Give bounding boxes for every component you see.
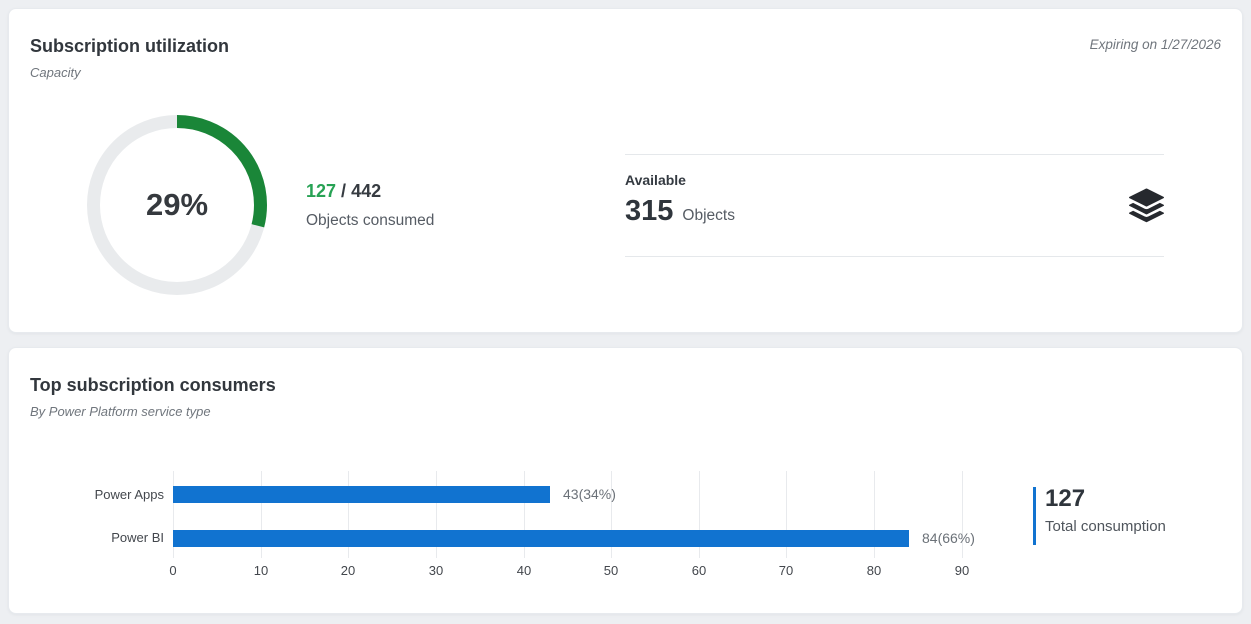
grid-line-x-20 — [348, 471, 349, 558]
x-tick-label: 50 — [603, 563, 619, 578]
utilization-donut-chart: 29% — [87, 115, 267, 295]
x-tick-label: 60 — [691, 563, 707, 578]
grid-line-x-50 — [611, 471, 612, 558]
grid-line-x-60 — [699, 471, 700, 558]
total-consumption-block: 127 Total consumption — [1033, 485, 1233, 547]
total-consumption-value: 127 — [1045, 485, 1086, 512]
consumed-separator: / — [336, 181, 352, 201]
x-tick-label: 90 — [954, 563, 970, 578]
x-tick-label: 30 — [428, 563, 444, 578]
grid-line-x-90 — [962, 471, 963, 558]
consumed-ratio: 127 / 442 — [306, 181, 434, 202]
grid-line-x-40 — [524, 471, 525, 558]
layers-icon — [1129, 188, 1164, 223]
x-tick-label: 70 — [778, 563, 794, 578]
grid-line-x-30 — [436, 471, 437, 558]
top-consumers-card: Top subscription consumers By Power Plat… — [8, 347, 1243, 614]
grid-line-x-10 — [261, 471, 262, 558]
consumed-total-value: 442 — [351, 181, 382, 201]
grid-line-x-0 — [173, 471, 174, 558]
grid-line-x-80 — [874, 471, 875, 558]
available-value-row: 315 Objects — [625, 195, 735, 228]
bar-power-bi — [173, 529, 909, 547]
consumed-summary: 127 / 442 Objects consumed — [306, 181, 434, 230]
bar-power-apps — [173, 486, 550, 504]
x-tick-label: 80 — [866, 563, 882, 578]
total-accent-bar — [1033, 487, 1036, 545]
grid-line-x-70 — [786, 471, 787, 558]
card-subtitle: Capacity — [30, 65, 81, 80]
card-subtitle: By Power Platform service type — [30, 404, 211, 419]
bar-category-label: Power Apps — [94, 486, 164, 502]
card-title: Subscription utilization — [30, 36, 229, 56]
bar-category-label: Power BI — [111, 530, 164, 546]
bar-chart-plot-area — [173, 471, 1023, 558]
available-value: 315 — [625, 195, 674, 227]
expiry-note: Expiring on 1/27/2026 — [1089, 37, 1221, 52]
bar-value-label: 84(66%) — [922, 529, 975, 546]
consumed-caption: Objects consumed — [306, 212, 435, 229]
x-tick-label: 20 — [340, 563, 356, 578]
total-consumption-caption: Total consumption — [1045, 518, 1166, 535]
donut-progress-arc — [87, 115, 267, 295]
subscription-utilization-card: Subscription utilization Capacity Expiri… — [8, 8, 1243, 333]
consumers-bar-chart: 0 10 20 30 40 50 60 70 80 90 Power Apps 43(34%) Powe… — [9, 348, 1244, 615]
available-heading: Available — [625, 172, 686, 188]
x-tick-label: 0 — [169, 563, 177, 578]
x-tick-label: 40 — [516, 563, 532, 578]
donut-percent-label: 29% — [145, 187, 209, 222]
available-section: Available 315 Objects — [625, 154, 1164, 257]
available-unit: Objects — [682, 207, 735, 224]
consumed-used-value: 127 — [306, 181, 337, 201]
x-tick-label: 10 — [253, 563, 269, 578]
card-title: Top subscription consumers — [30, 375, 276, 395]
donut-svg — [87, 115, 267, 295]
bar-value-label: 43(34%) — [563, 486, 616, 503]
